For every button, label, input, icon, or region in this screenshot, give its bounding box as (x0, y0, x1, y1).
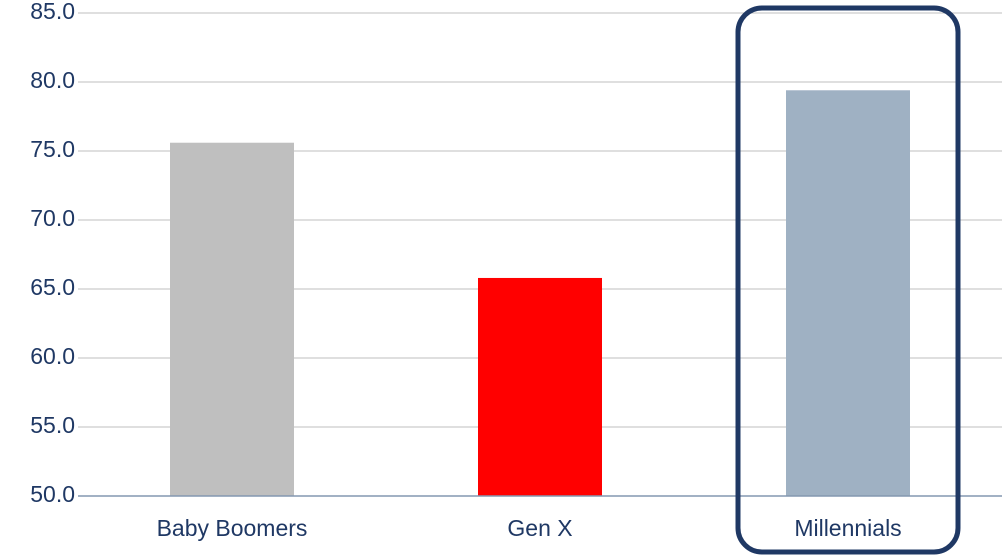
bar-gen-x (478, 277, 602, 496)
x-category-label: Baby Boomers (157, 515, 308, 541)
y-tick-label: 50.0 (30, 481, 75, 507)
y-tick-label: 70.0 (30, 205, 75, 231)
y-tick-label: 80.0 (30, 67, 75, 93)
millennials-highlight-box (735, 5, 961, 555)
bar-millennials (786, 90, 910, 496)
y-tick-label: 55.0 (30, 412, 75, 438)
y-tick-label: 85.0 (30, 0, 75, 24)
y-tick-label: 75.0 (30, 136, 75, 162)
x-category-label: Gen X (507, 515, 572, 541)
y-tick-label: 65.0 (30, 274, 75, 300)
bar-baby-boomers (170, 142, 294, 496)
y-tick-label: 60.0 (30, 343, 75, 369)
bars (170, 90, 910, 496)
y-axis-tick-labels: 50.0 55.0 60.0 65.0 70.0 75.0 80.0 85.0 (30, 0, 75, 507)
x-category-label: Millennials (794, 515, 901, 541)
x-axis-category-labels: Baby Boomers Gen X Millennials (157, 515, 902, 541)
